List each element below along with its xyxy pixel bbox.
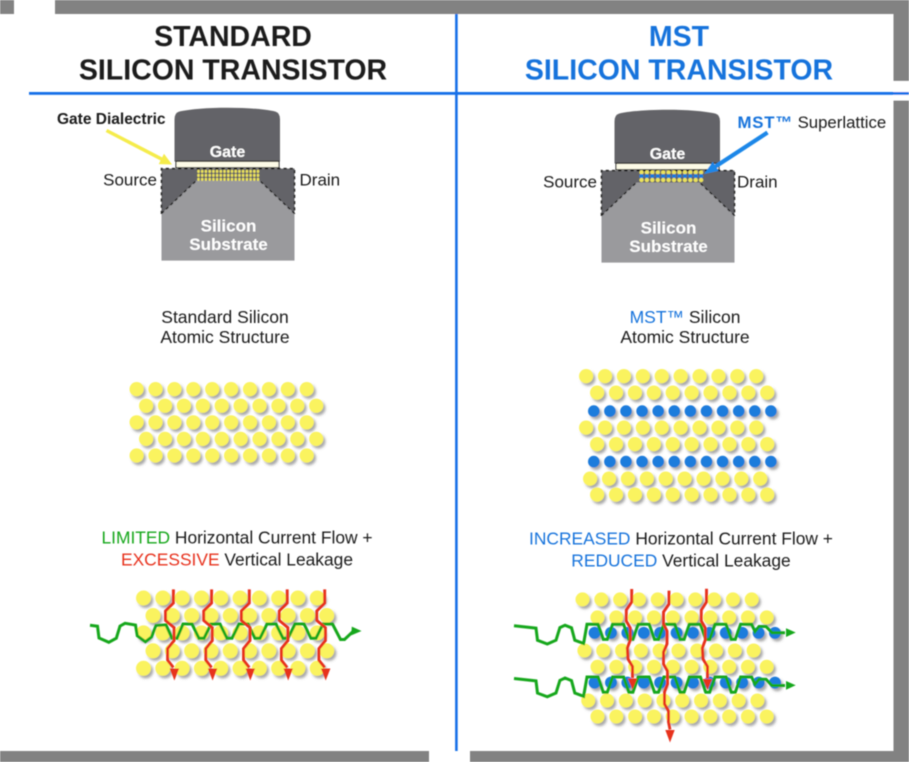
svg-text:SILICON TRANSISTOR: SILICON TRANSISTOR: [525, 55, 833, 87]
svg-text:Drain: Drain: [300, 170, 341, 189]
svg-text:Atomic Structure: Atomic Structure: [620, 327, 749, 347]
svg-text:INCREASED Horizontal Current F: INCREASED Horizontal Current Flow +: [529, 529, 833, 549]
svg-text:Gate Dialectric: Gate Dialectric: [57, 111, 166, 128]
svg-text:Substrate: Substrate: [629, 237, 707, 256]
svg-text:Standard Silicon: Standard Silicon: [161, 307, 288, 327]
svg-text:Source: Source: [543, 172, 597, 191]
svg-text:LIMITED Horizontal Current Flo: LIMITED Horizontal Current Flow +: [101, 528, 372, 548]
svg-text:SILICON TRANSISTOR: SILICON TRANSISTOR: [79, 55, 387, 87]
svg-text:Atomic Structure: Atomic Structure: [160, 327, 289, 347]
svg-text:MST: MST: [649, 21, 710, 53]
svg-text:EXCESSIVE Vertical Leakage: EXCESSIVE Vertical Leakage: [121, 550, 353, 570]
svg-text:Gate: Gate: [650, 146, 686, 163]
svg-text:REDUCED Vertical Leakage: REDUCED Vertical Leakage: [571, 551, 790, 571]
svg-text:Gate: Gate: [210, 144, 246, 161]
svg-text:Substrate: Substrate: [189, 235, 267, 254]
svg-text:Source: Source: [103, 170, 157, 189]
svg-text:STANDARD: STANDARD: [154, 21, 312, 53]
svg-text:Drain: Drain: [737, 172, 778, 191]
svg-text:Silicon: Silicon: [641, 218, 697, 237]
svg-text:MST™ Silicon: MST™ Silicon: [630, 307, 741, 327]
svg-text:Silicon: Silicon: [201, 216, 257, 235]
svg-text:MST™ Superlattice: MST™ Superlattice: [738, 113, 887, 132]
